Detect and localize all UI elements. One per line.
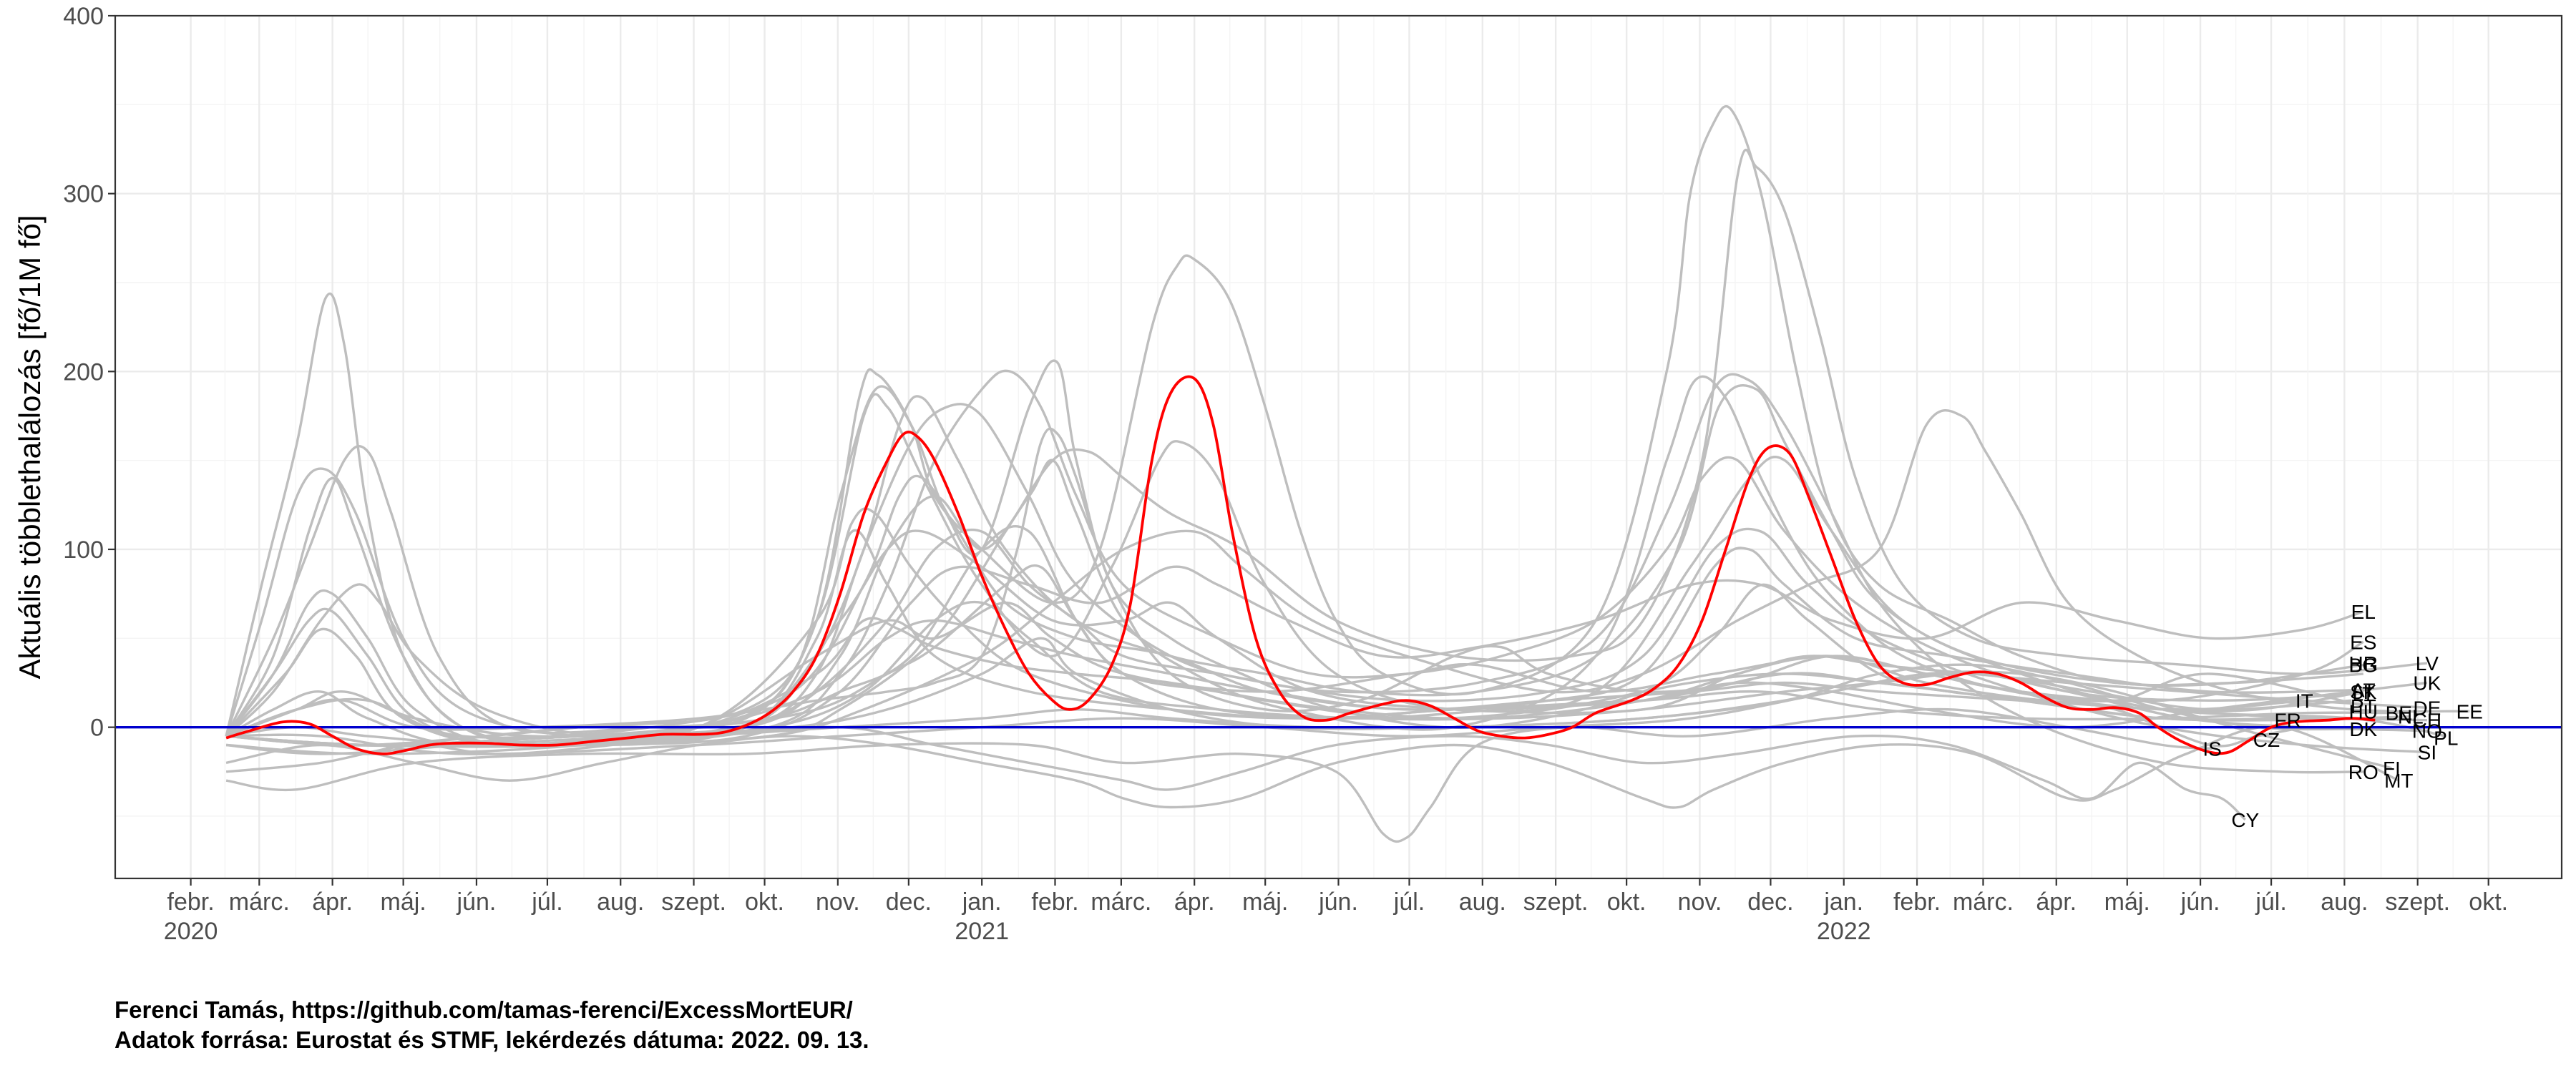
y-axis-title: Aktuális többlethalálozás [fő/1M fő] [13, 215, 47, 679]
country-label-es: ES [2350, 631, 2376, 653]
x-tick-label: okt. [2469, 888, 2508, 916]
x-tick-label: jún. [457, 888, 497, 916]
series-line-is [225, 707, 2212, 843]
y-axis: 0 100 200 300 400 [63, 3, 115, 742]
series-line-nl [225, 589, 2411, 747]
series-line-pl [225, 393, 2446, 747]
highlight-series-group [225, 375, 2376, 755]
country-label-cy: CY [2231, 809, 2259, 831]
series-line-at [225, 474, 2363, 739]
x-tick-label: máj. [381, 888, 426, 916]
x-tick-label: jan. [962, 888, 1002, 916]
x-tick-label: febr. [1893, 888, 1941, 916]
country-label-nl: NL [2398, 706, 2424, 728]
x-tick-label: aug. [2321, 888, 2368, 916]
x-tick-label: jún. [1318, 888, 1358, 916]
caption-source: Adatok forrása: Eurostat és STMF, lekérd… [114, 1027, 869, 1053]
x-tick-label: szept. [661, 888, 726, 916]
country-label-be: BE [2386, 702, 2412, 725]
country-label-ch: CH [2413, 710, 2441, 732]
country-label-hu: HU [2349, 700, 2378, 722]
x-tick-label: máj. [1242, 888, 1288, 916]
x-tick-label: nov. [816, 888, 860, 916]
country-label-lt: LT [2352, 682, 2374, 705]
country-label-it: IT [2296, 690, 2313, 712]
x-tick-year-label: 2022 [1817, 918, 1871, 945]
y-tick-label: 100 [63, 536, 104, 564]
x-tick-label: márc. [229, 888, 290, 916]
x-tick-label: febr. [167, 888, 215, 916]
series-line-sk [225, 375, 2364, 755]
x-tick-label: jan. [1823, 888, 1863, 916]
country-label-bg: BG [2349, 655, 2378, 677]
caption-author: Ferenci Tamás, https://github.com/tamas-… [114, 996, 853, 1023]
y-tick-label: 300 [63, 181, 104, 208]
x-tick-label: ápr. [2036, 888, 2077, 916]
country-label-ro: RO [2348, 761, 2379, 783]
series-line-ch [225, 507, 2427, 748]
x-tick-label: júl. [1393, 888, 1425, 916]
x-tick-label: ápr. [1174, 888, 1215, 916]
country-label-uk: UK [2413, 672, 2441, 694]
x-tick-label: máj. [2104, 888, 2150, 916]
x-tick-label: ápr. [312, 888, 353, 916]
series-line-pt [225, 427, 2364, 738]
x-tick-label: márc. [1953, 888, 2014, 916]
series-line-fi [226, 670, 2392, 770]
country-label-pl: PL [2434, 727, 2458, 750]
series-line-el [225, 565, 2364, 748]
country-label-is: IS [2202, 738, 2221, 760]
x-tick-year-label: 2020 [164, 918, 218, 945]
country-label-mt: MT [2384, 770, 2413, 792]
country-label-cz: CZ [2253, 729, 2280, 751]
x-tick-label: aug. [1459, 888, 1506, 916]
series-line-be [225, 476, 2399, 747]
series-line-se [225, 583, 2352, 739]
x-tick-label: okt. [1607, 888, 1646, 916]
country-label-at: AT [2351, 679, 2376, 701]
x-tick-label: nov. [1678, 888, 1722, 916]
country-label-pt: PT [2351, 695, 2376, 717]
country-label-no: NO [2412, 720, 2442, 743]
x-tick-label: dec. [886, 888, 932, 916]
x-tick-label: okt. [745, 888, 784, 916]
country-label-de: DE [2413, 697, 2441, 719]
x-tick-label: júl. [531, 888, 562, 916]
x-tick-label: jún. [2180, 888, 2220, 916]
x-tick-label: júl. [2255, 888, 2286, 916]
y-tick-label: 200 [63, 358, 104, 386]
highlight-series-line-hu [225, 375, 2376, 755]
country-label-lv: LV [2416, 652, 2439, 675]
series-line-cy [225, 725, 2246, 821]
series-line-mt [225, 725, 2399, 809]
x-tick-year-label: 2021 [955, 918, 1009, 945]
x-tick-label: aug. [597, 888, 644, 916]
country-label-fi: FI [2383, 758, 2401, 780]
country-label-dk: DK [2349, 718, 2377, 740]
country-label-fr: FR [2275, 710, 2301, 732]
country-label-si: SI [2418, 741, 2436, 763]
x-tick-label: márc. [1091, 888, 1151, 916]
x-tick-label: febr. [1031, 888, 1078, 916]
x-tick-label: szept. [1523, 888, 1589, 916]
y-tick-label: 400 [63, 3, 104, 30]
country-label-hr: HR [2349, 652, 2378, 675]
y-tick-label: 0 [90, 715, 104, 742]
country-label-sk: SK [2350, 681, 2377, 703]
x-tick-label: dec. [1747, 888, 1793, 916]
country-label-ee: EE [2457, 700, 2483, 722]
country-label-el: EL [2351, 601, 2376, 623]
x-tick-label: szept. [2385, 888, 2450, 916]
